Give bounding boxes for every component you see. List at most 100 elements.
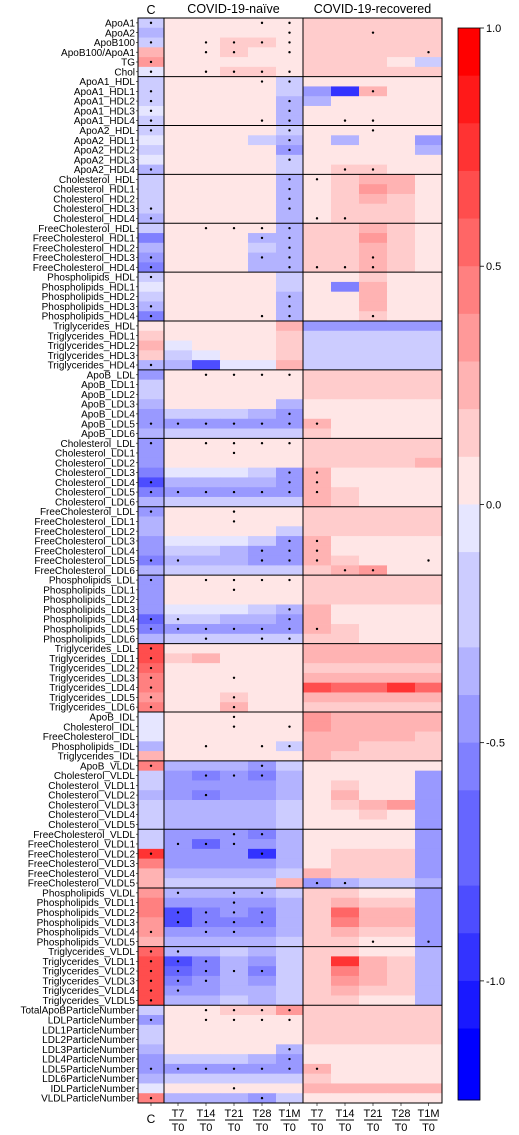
row-label: Triglycerides_VLDL [48, 947, 135, 958]
heatmap-cell [303, 819, 332, 830]
row-label: FreeCholesterol_LDL4 [34, 546, 135, 557]
heatmap-cell [303, 897, 332, 908]
heatmap-cell [415, 1024, 443, 1035]
heatmap-cell [220, 252, 249, 263]
heatmap-cell [303, 350, 332, 361]
row-label: FreeCholesterol_VLDL2 [28, 849, 136, 860]
heatmap-cell [387, 643, 416, 654]
heatmap-cell [164, 223, 193, 234]
significance-dot [149, 960, 153, 963]
heatmap-cell [415, 575, 443, 586]
heatmap-cell [164, 858, 193, 869]
heatmap-cell [415, 27, 443, 38]
row-label: LDL1ParticleNumber [42, 1025, 135, 1036]
heatmap-cell [248, 936, 277, 948]
heatmap-cell [220, 995, 249, 1006]
heatmap-cell [331, 702, 360, 713]
heatmap-cell [387, 878, 416, 889]
column-label-den: T0 [367, 1122, 380, 1134]
significance-dot [288, 305, 291, 308]
heatmap-cell [359, 799, 388, 811]
heatmap-cell [303, 86, 332, 97]
heatmap-cell [359, 213, 388, 224]
heatmap-cell [164, 536, 193, 547]
heatmap-cell [220, 86, 249, 97]
row-label: ApoB_VLDL [80, 761, 135, 772]
heatmap-cell [164, 57, 193, 68]
heatmap-cell [359, 408, 388, 420]
heatmap-cell [303, 18, 332, 29]
heatmap-cell [192, 213, 221, 224]
significance-dot [288, 295, 291, 298]
heatmap-cell [387, 27, 416, 38]
heatmap-cell [303, 770, 332, 781]
heatmap-cell [303, 594, 332, 605]
heatmap-cell [220, 682, 249, 693]
heatmap-cell [415, 760, 443, 772]
significance-dot [288, 109, 291, 113]
heatmap-cell [359, 1044, 388, 1055]
heatmap-cell [248, 145, 277, 156]
heatmap-cell [276, 809, 304, 820]
heatmap-cell [415, 897, 443, 908]
heatmap-cell [359, 946, 388, 957]
row-label: Phospholipids_VLDL4 [37, 928, 136, 939]
significance-dot [232, 1087, 236, 1090]
heatmap-cell [248, 692, 277, 703]
heatmap-cell [276, 819, 304, 830]
heatmap-cell [138, 604, 165, 615]
row-label: IDLParticleNumber [51, 1084, 136, 1095]
heatmap-cell [138, 399, 165, 410]
heatmap-cell [192, 858, 221, 869]
significance-dot [260, 764, 264, 767]
heatmap-cell [303, 1083, 332, 1094]
colorbar-bin [458, 980, 480, 1030]
heatmap-cell [303, 1044, 332, 1055]
heatmap-cell [359, 975, 388, 987]
heatmap-cell [331, 66, 360, 78]
heatmap-cell [415, 594, 443, 605]
significance-dot [315, 178, 319, 181]
heatmap-cell [359, 399, 388, 410]
significance-dot [288, 627, 291, 631]
row-label: Triglycerides_LDL1 [49, 654, 135, 665]
heatmap-cell [276, 692, 304, 703]
heatmap-cell [248, 1044, 277, 1055]
heatmap-cell [331, 555, 360, 566]
heatmap-cell [192, 594, 221, 605]
heatmap-cell [387, 1015, 416, 1026]
heatmap-cell [331, 418, 360, 429]
heatmap-cell [387, 428, 416, 439]
significance-dot [427, 51, 430, 54]
heatmap-cell [331, 712, 360, 723]
heatmap-cell [387, 467, 416, 478]
heatmap-cell [387, 193, 416, 205]
heatmap-cell [303, 37, 332, 48]
heatmap-cell [331, 526, 360, 537]
heatmap-cell [331, 18, 360, 29]
heatmap-cell [415, 252, 443, 263]
heatmap-cell [248, 790, 277, 801]
heatmap-cell [192, 233, 221, 244]
heatmap-cell [331, 887, 360, 899]
row-label: Triglycerides_IDL [58, 752, 136, 763]
significance-dot [149, 266, 153, 269]
heatmap-cell [387, 105, 416, 117]
heatmap-cell [164, 643, 193, 654]
heatmap-cell [192, 506, 221, 517]
heatmap-cell [248, 193, 277, 205]
significance-dot [149, 217, 153, 220]
heatmap-cell [359, 487, 388, 498]
heatmap-cell [276, 1073, 304, 1084]
heatmap-cell [359, 291, 388, 302]
heatmap-cell [276, 272, 304, 283]
heatmap-cell [164, 301, 193, 312]
heatmap-cell [276, 428, 304, 439]
row-label: Phospholipids_HDL3 [42, 302, 136, 313]
heatmap-cell [138, 1034, 165, 1045]
heatmap-cell [387, 584, 416, 596]
significance-dot [260, 920, 264, 924]
heatmap-cell [220, 321, 249, 332]
significance-dot [204, 51, 208, 54]
heatmap-cell [164, 799, 193, 811]
